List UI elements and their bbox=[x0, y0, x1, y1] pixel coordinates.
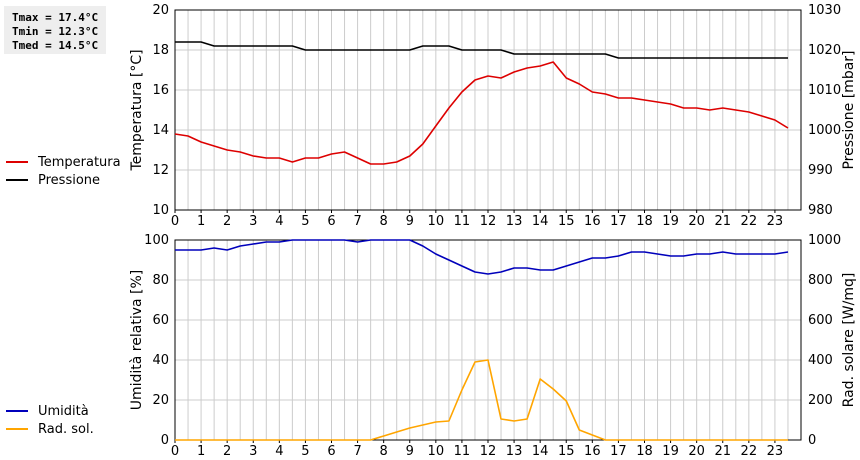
temp-series-1-line bbox=[175, 41, 788, 59]
legend-swatch-radiation bbox=[6, 428, 28, 430]
temp-x-tick-label: 22 bbox=[741, 214, 758, 229]
hum-y2-tick-label: 0 bbox=[808, 433, 816, 448]
temp-y-tick-label: 12 bbox=[152, 163, 169, 178]
temp-x-tick-label: 7 bbox=[353, 214, 361, 229]
temp-x-tick-label: 19 bbox=[662, 214, 679, 229]
temp-x-tick-label: 18 bbox=[636, 214, 653, 229]
hum-x-tick-label: 9 bbox=[406, 444, 414, 459]
legend-item-radiation: Rad. sol. bbox=[6, 420, 94, 438]
temp-series-0-line bbox=[174, 61, 789, 165]
hum-x-tick-label: 13 bbox=[506, 444, 523, 459]
temp-x-tick-label: 11 bbox=[454, 214, 471, 229]
temp-x-tick-label: 16 bbox=[584, 214, 601, 229]
hum-x-tick-label: 7 bbox=[353, 444, 361, 459]
temp-y-axis-title: Temperatura [°C] bbox=[129, 49, 145, 171]
hum-x-tick-label: 22 bbox=[741, 444, 758, 459]
hum-y-axis-title: Umidità relativa [%] bbox=[129, 270, 145, 411]
hum-y-tick-label: 60 bbox=[152, 313, 169, 328]
hum-y-tick-label: 100 bbox=[144, 233, 169, 248]
hum-y-tick-label: 20 bbox=[152, 393, 169, 408]
legend-label-humidity: Umidità bbox=[38, 403, 89, 419]
legend-bottom: Umidità Rad. sol. bbox=[6, 402, 94, 438]
temp-x-tick-label: 3 bbox=[249, 214, 257, 229]
temp-y-tick-label: 16 bbox=[152, 83, 169, 98]
temp-y2-tick-label: 1000 bbox=[808, 123, 841, 138]
hum-x-tick-label: 1 bbox=[197, 444, 205, 459]
hum-y2-tick-label: 800 bbox=[808, 273, 833, 288]
hum-x-tick-label: 10 bbox=[428, 444, 445, 459]
legend-item-temperature: Temperatura bbox=[6, 153, 121, 171]
hum-y2-tick-label: 200 bbox=[808, 393, 833, 408]
hum-x-tick-label: 0 bbox=[171, 444, 179, 459]
hum-x-tick-label: 21 bbox=[714, 444, 731, 459]
hum-x-tick-label: 23 bbox=[767, 444, 784, 459]
temp-x-tick-label: 21 bbox=[714, 214, 731, 229]
temp-y-tick-label: 20 bbox=[152, 3, 169, 18]
temp-x-tick-label: 20 bbox=[688, 214, 705, 229]
hum-y-tick-label: 80 bbox=[152, 273, 169, 288]
stats-box: Tmax = 17.4°C Tmin = 12.3°C Tmed = 14.5°… bbox=[4, 6, 106, 54]
hum-x-tick-label: 5 bbox=[301, 444, 309, 459]
legend-swatch-pressure bbox=[6, 179, 28, 181]
hum-x-tick-label: 18 bbox=[636, 444, 653, 459]
temp-x-tick-label: 13 bbox=[506, 214, 523, 229]
temp-y2-tick-label: 990 bbox=[808, 163, 833, 178]
temp-y2-tick-label: 1010 bbox=[808, 83, 841, 98]
hum-y2-tick-label: 600 bbox=[808, 313, 833, 328]
hum-x-tick-label: 20 bbox=[688, 444, 705, 459]
temp-x-tick-label: 15 bbox=[558, 214, 575, 229]
legend-label-temperature: Temperatura bbox=[38, 154, 121, 170]
legend-swatch-humidity bbox=[6, 410, 28, 412]
temp-y2-tick-label: 980 bbox=[808, 203, 833, 218]
temp-x-tick-label: 2 bbox=[223, 214, 231, 229]
temp-x-tick-label: 17 bbox=[610, 214, 627, 229]
temp-x-tick-label: 4 bbox=[275, 214, 283, 229]
temp-x-tick-label: 14 bbox=[532, 214, 549, 229]
temp-x-tick-label: 23 bbox=[767, 214, 784, 229]
hum-x-tick-label: 4 bbox=[275, 444, 283, 459]
temp-y-tick-label: 14 bbox=[152, 123, 169, 138]
temp-y2-tick-label: 1020 bbox=[808, 43, 841, 58]
temp-y-tick-label: 18 bbox=[152, 43, 169, 58]
temp-x-tick-label: 6 bbox=[327, 214, 335, 229]
hum-y2-tick-label: 1000 bbox=[808, 233, 841, 248]
temp-x-tick-label: 10 bbox=[428, 214, 445, 229]
stats-tmed: Tmed = 14.5°C bbox=[12, 39, 99, 52]
stats-tmax: Tmax = 17.4°C bbox=[12, 11, 99, 24]
legend-swatch-temperature bbox=[6, 161, 28, 163]
hum-x-tick-label: 14 bbox=[532, 444, 549, 459]
hum-x-tick-label: 2 bbox=[223, 444, 231, 459]
temp-x-tick-label: 9 bbox=[406, 214, 414, 229]
legend-item-pressure: Pressione bbox=[6, 171, 121, 189]
legend-top: Temperatura Pressione bbox=[6, 153, 121, 189]
temp-x-tick-label: 12 bbox=[480, 214, 497, 229]
hum-series-1-line bbox=[175, 359, 788, 441]
legend-label-radiation: Rad. sol. bbox=[38, 421, 94, 437]
hum-x-tick-label: 17 bbox=[610, 444, 627, 459]
temp-x-tick-label: 5 bbox=[301, 214, 309, 229]
hum-x-tick-label: 6 bbox=[327, 444, 335, 459]
hum-series-0-line bbox=[175, 239, 789, 275]
hum-x-tick-label: 11 bbox=[454, 444, 471, 459]
temp-y2-axis-title: Pressione [mbar] bbox=[841, 50, 857, 169]
temp-x-tick-label: 1 bbox=[197, 214, 205, 229]
hum-x-tick-label: 15 bbox=[558, 444, 575, 459]
hum-y2-tick-label: 400 bbox=[808, 353, 833, 368]
hum-x-tick-label: 8 bbox=[380, 444, 388, 459]
hum-x-tick-label: 19 bbox=[662, 444, 679, 459]
hum-x-tick-label: 12 bbox=[480, 444, 497, 459]
temp-x-tick-label: 8 bbox=[380, 214, 388, 229]
temp-y2-tick-label: 1030 bbox=[808, 3, 841, 18]
hum-y-tick-label: 0 bbox=[161, 433, 169, 448]
temp-x-tick-label: 0 bbox=[171, 214, 179, 229]
legend-label-pressure: Pressione bbox=[38, 172, 101, 188]
hum-y2-axis-title: Rad. solare [W/mq] bbox=[841, 273, 857, 408]
hum-x-tick-label: 3 bbox=[249, 444, 257, 459]
hum-x-tick-label: 16 bbox=[584, 444, 601, 459]
temp-y-tick-label: 10 bbox=[152, 203, 169, 218]
hum-y-tick-label: 40 bbox=[152, 353, 169, 368]
stats-tmin: Tmin = 12.3°C bbox=[12, 25, 99, 38]
legend-item-humidity: Umidità bbox=[6, 402, 94, 420]
